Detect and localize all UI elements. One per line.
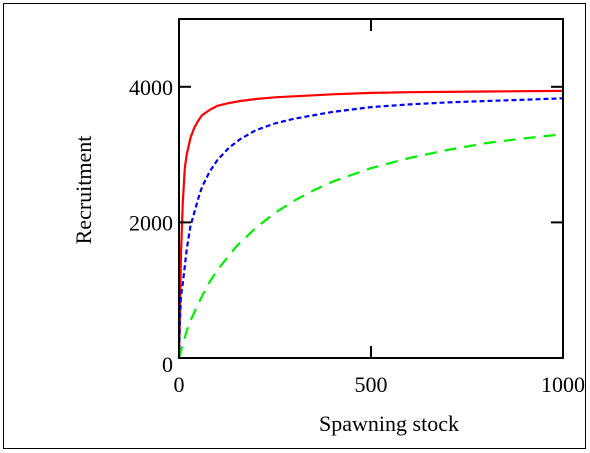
x-tick-label: 500 bbox=[355, 372, 388, 397]
outer-frame bbox=[3, 3, 586, 449]
series-layer bbox=[177, 89, 564, 359]
y-tick-label: 4000 bbox=[129, 75, 173, 100]
x-tick-label: 0 bbox=[174, 372, 185, 397]
series-line-1 bbox=[177, 89, 564, 359]
tick-layer: 0 500 1000 0 2000 4000 bbox=[129, 19, 585, 397]
x-axis-label: Spawning stock bbox=[319, 411, 459, 436]
y-axis-label: Recruitment bbox=[71, 136, 96, 245]
series-line-3 bbox=[177, 133, 564, 359]
series-line-2 bbox=[177, 97, 564, 359]
y-tick-label: 0 bbox=[162, 352, 173, 377]
y-tick-label: 2000 bbox=[129, 210, 173, 235]
x-tick-label: 1000 bbox=[541, 372, 585, 397]
